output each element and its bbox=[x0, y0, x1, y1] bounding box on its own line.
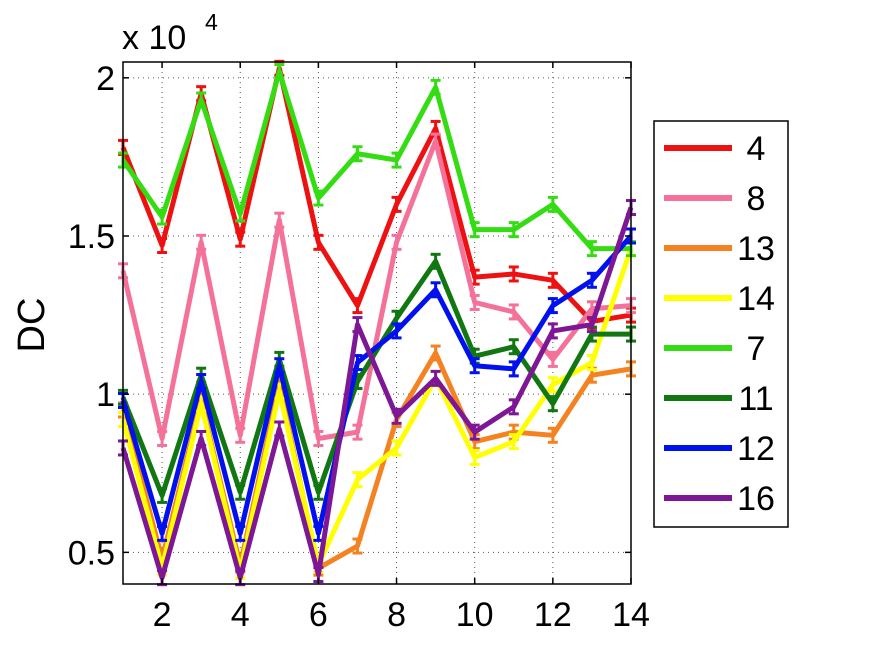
legend: 4 8 13 14 7 11 12 16 bbox=[653, 120, 789, 528]
x-tick-label-2: 2 bbox=[153, 596, 172, 634]
x-tick-label-12: 12 bbox=[534, 596, 572, 634]
series-12 bbox=[118, 227, 636, 542]
y-exponent-base: x 10 bbox=[122, 19, 186, 57]
series-8 bbox=[118, 132, 636, 447]
y-exponent-power: 4 bbox=[205, 9, 218, 35]
series-line-7 bbox=[120, 68, 631, 252]
legend-label-7: 7 bbox=[747, 330, 766, 368]
series-lines bbox=[118, 59, 636, 587]
legend-label-11: 11 bbox=[738, 380, 773, 418]
legend-label-14: 14 bbox=[737, 280, 775, 318]
legend-label-16: 16 bbox=[737, 480, 775, 518]
x-tick-label-14: 14 bbox=[612, 596, 650, 634]
legend-box bbox=[653, 120, 789, 528]
axis-ticks: 2 4 6 8 10 12 14 0.5 1 1.5 2 bbox=[68, 60, 650, 634]
y-tick-label-3: 2 bbox=[96, 60, 115, 98]
legend-label-13: 13 bbox=[737, 230, 775, 268]
plot-area bbox=[123, 62, 631, 584]
y-tick-label-1: 1 bbox=[96, 376, 115, 414]
x-tick-label-6: 6 bbox=[309, 596, 328, 634]
legend-label-12: 12 bbox=[737, 430, 775, 468]
series-line-12 bbox=[120, 234, 633, 536]
y-axis-title: DC bbox=[11, 298, 53, 353]
plot-frame bbox=[122, 61, 632, 585]
legend-label-4: 4 bbox=[747, 130, 766, 168]
y-tick-label-0: 0.5 bbox=[68, 534, 115, 572]
x-tick-label-4: 4 bbox=[231, 596, 250, 634]
x-tick-label-8: 8 bbox=[387, 596, 406, 634]
legend-label-8: 8 bbox=[747, 180, 766, 218]
x-tick-label-10: 10 bbox=[456, 596, 494, 634]
series-line-8 bbox=[120, 138, 632, 441]
y-tick-label-2: 1.5 bbox=[68, 218, 115, 256]
series-line-16 bbox=[120, 206, 634, 581]
